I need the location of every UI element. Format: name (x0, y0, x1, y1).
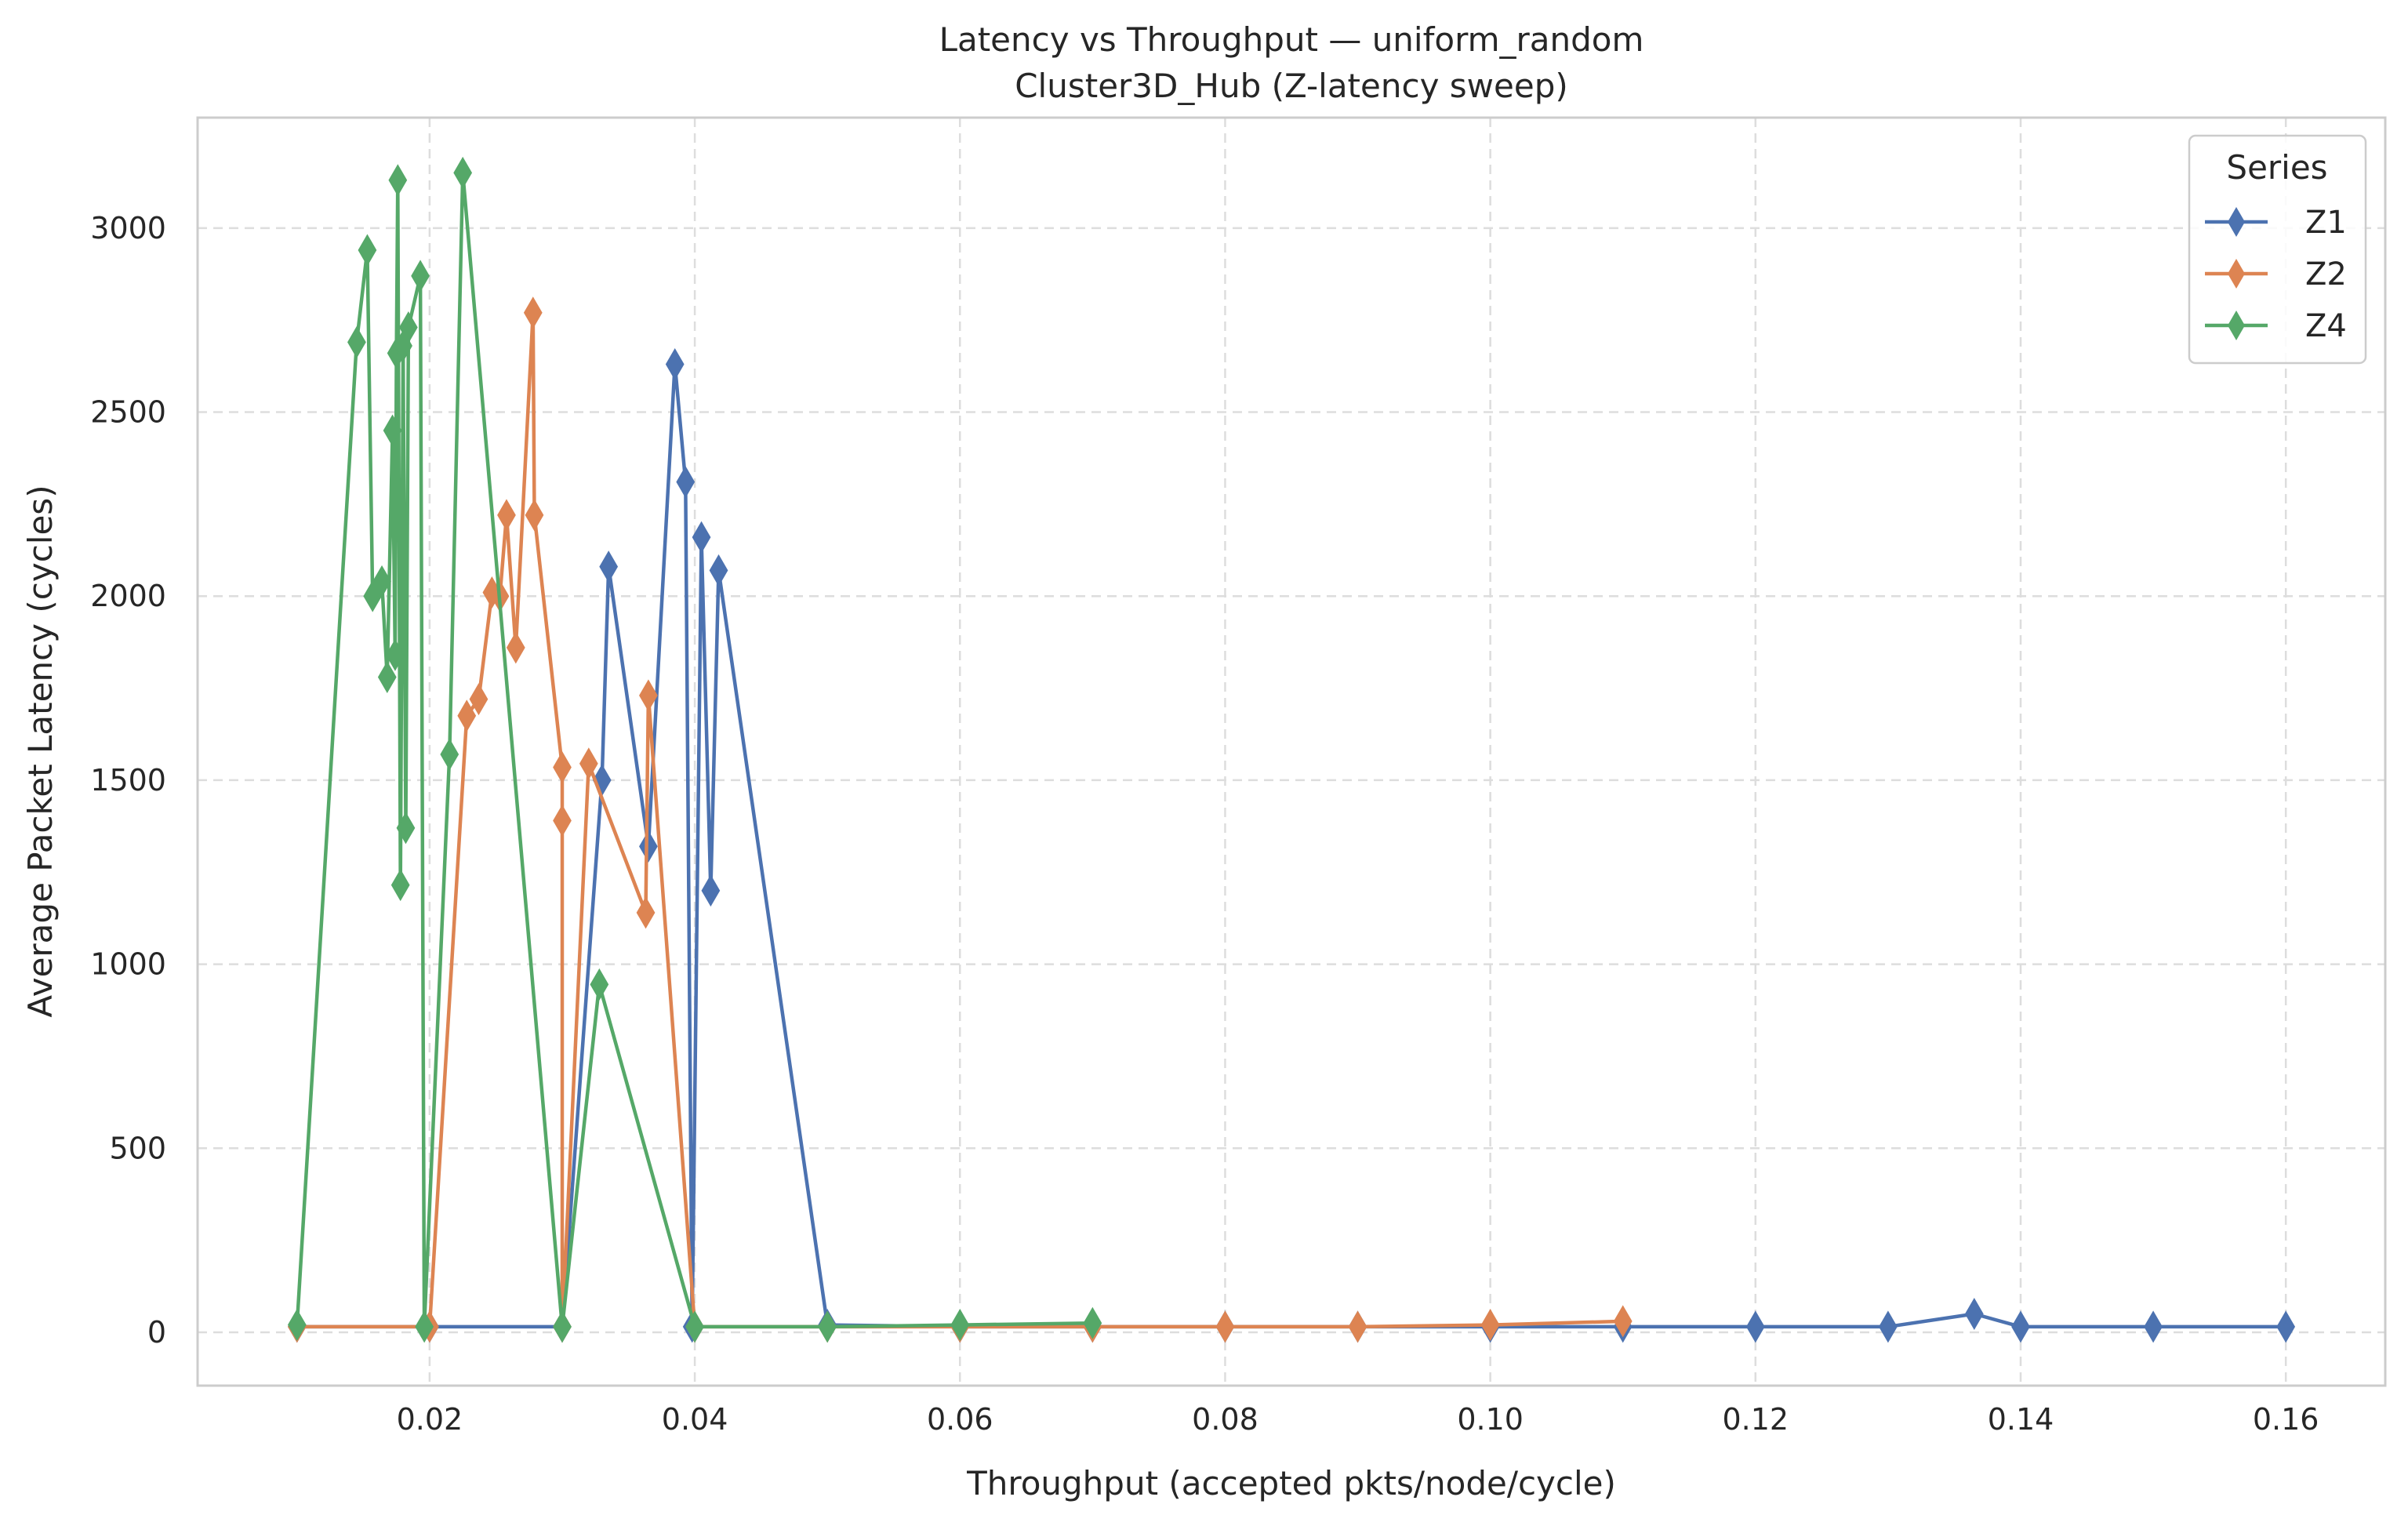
y-tick-label: 2000 (90, 579, 166, 613)
data-point-z4 (685, 1310, 704, 1343)
data-point-z2 (1215, 1310, 1235, 1343)
data-point-z1 (1964, 1297, 1984, 1330)
data-point-z1 (709, 554, 728, 587)
data-point-z4 (1083, 1306, 1102, 1339)
plot-frame (196, 116, 2387, 1387)
data-point-z1 (701, 874, 721, 907)
data-point-z2 (553, 750, 572, 783)
legend: Series Z1 Z2 Z4 (2188, 134, 2367, 365)
legend-label: Z1 (2305, 205, 2347, 241)
x-tick-label: 0.02 (397, 1402, 463, 1437)
data-point-z4 (818, 1310, 837, 1343)
data-point-z2 (457, 699, 477, 732)
data-point-z1 (2144, 1310, 2163, 1343)
data-point-z4 (411, 260, 430, 292)
data-point-z2 (1480, 1309, 1500, 1342)
data-point-z4 (347, 325, 366, 358)
x-tick-label: 0.04 (662, 1402, 728, 1437)
data-point-z2 (506, 631, 525, 664)
legend-label: Z4 (2305, 308, 2347, 344)
data-point-z4 (950, 1309, 970, 1342)
data-point-z1 (676, 466, 696, 499)
data-point-z2 (639, 679, 658, 712)
series-line-z2 (296, 311, 1623, 1329)
y-axis-label: Average Packet Latency (cycles) (21, 485, 60, 1017)
x-tick-label: 0.08 (1192, 1402, 1258, 1437)
legend-item-z1: Z1 (2205, 205, 2347, 241)
plot-area (198, 118, 2385, 1386)
y-tick-label: 2500 (90, 395, 166, 430)
legend-item-z4: Z4 (2205, 308, 2347, 344)
data-point-z4 (396, 812, 416, 845)
data-point-z1 (599, 550, 619, 583)
series-layer (287, 156, 2296, 1343)
data-point-z1 (2276, 1310, 2296, 1343)
y-tick-label: 0 (147, 1315, 166, 1350)
chart-subtitle: Cluster3D_Hub (Z-latency sweep) (1015, 67, 1568, 105)
data-point-z2 (1613, 1305, 1633, 1338)
data-point-z4 (440, 738, 459, 771)
x-tick-label: 0.06 (927, 1402, 993, 1437)
legend-title: Series (2226, 148, 2327, 187)
legend-marker (2228, 311, 2245, 340)
data-point-z1 (639, 830, 658, 863)
data-point-z4 (453, 156, 473, 189)
data-point-z4 (388, 164, 408, 197)
data-point-z4 (390, 869, 410, 902)
data-point-z4 (383, 414, 402, 447)
data-point-z4 (553, 1310, 572, 1343)
series-z4 (287, 156, 1102, 1343)
x-tick-label: 0.16 (2253, 1402, 2319, 1437)
data-point-z2 (636, 896, 656, 929)
data-point-z2 (523, 296, 543, 329)
data-point-z1 (1879, 1310, 1898, 1343)
data-point-z2 (579, 747, 598, 780)
x-axis-label: Throughput (accepted pkts/node/cycle) (966, 1464, 1616, 1502)
data-point-z4 (358, 234, 377, 267)
data-point-z1 (2011, 1310, 2030, 1343)
y-tick-label: 1000 (90, 947, 166, 982)
legend-item-z2: Z2 (2205, 256, 2347, 292)
data-point-z4 (590, 968, 609, 1001)
data-point-z1 (1745, 1310, 1765, 1343)
legend-entries: Z1 Z2 Z4 (2205, 205, 2347, 344)
chart-title: Latency vs Throughput — uniform_random (939, 20, 1644, 59)
data-point-z2 (469, 683, 489, 716)
data-point-z1 (665, 347, 685, 380)
x-tick-label: 0.14 (1988, 1402, 2054, 1437)
data-point-z2 (497, 499, 516, 532)
data-point-z2 (525, 499, 544, 532)
series-z2 (287, 296, 1633, 1343)
legend-marker (2228, 259, 2245, 289)
legend-box (2188, 134, 2367, 365)
x-tick-label: 0.12 (1723, 1402, 1789, 1437)
x-tick-label: 0.10 (1457, 1402, 1524, 1437)
data-point-z2 (553, 805, 572, 837)
y-tick-labels: 0 500 1000 1500 2000 2500 3000 (90, 211, 166, 1350)
y-tick-label: 3000 (90, 211, 166, 245)
legend-marker (2228, 207, 2245, 237)
x-tick-labels: 0.02 0.04 0.06 0.08 0.10 0.12 0.14 0.16 (397, 1402, 2319, 1437)
data-point-z4 (377, 660, 397, 693)
y-tick-label: 500 (109, 1131, 166, 1165)
legend-label: Z2 (2305, 256, 2347, 292)
data-point-z4 (415, 1310, 434, 1343)
data-point-z1 (692, 521, 711, 554)
data-point-z4 (398, 311, 418, 344)
data-point-z4 (372, 565, 391, 598)
data-point-z2 (1348, 1310, 1367, 1343)
data-point-z4 (287, 1309, 307, 1342)
y-tick-label: 1500 (90, 763, 166, 798)
data-point-z4 (386, 638, 405, 671)
